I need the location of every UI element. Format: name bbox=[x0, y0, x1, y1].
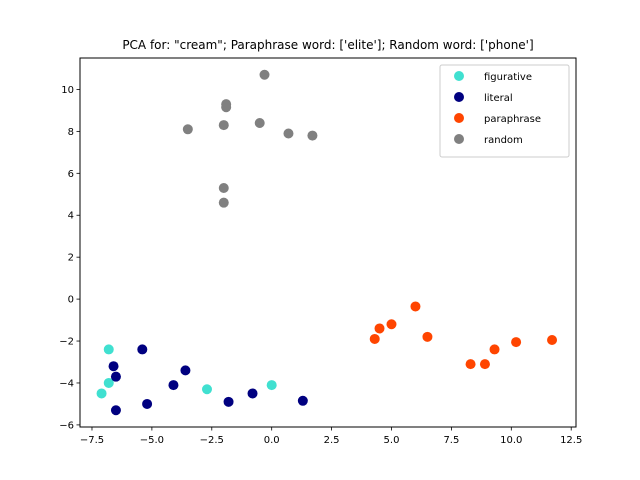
chart-title: PCA for: "cream"; Paraphrase word: ['eli… bbox=[122, 38, 533, 52]
point-literal bbox=[108, 361, 119, 372]
point-paraphrase bbox=[410, 301, 421, 312]
point-random bbox=[218, 120, 229, 131]
point-paraphrase bbox=[465, 359, 476, 370]
point-random bbox=[307, 130, 318, 141]
point-literal bbox=[110, 371, 121, 382]
y-tick-label: 4 bbox=[68, 211, 74, 222]
point-figurative bbox=[103, 377, 114, 388]
x-tick-label: −5.0 bbox=[140, 435, 164, 446]
point-random bbox=[221, 102, 232, 113]
point-literal bbox=[247, 388, 258, 399]
plot-frame bbox=[79, 57, 577, 428]
x-tick-label: 0.0 bbox=[264, 435, 280, 446]
point-paraphrase bbox=[369, 333, 380, 344]
x-tick-label: 5.0 bbox=[384, 435, 400, 446]
point-literal bbox=[168, 380, 179, 391]
y-tick-label: −4 bbox=[59, 378, 74, 389]
legend-label-figurative: figurative bbox=[484, 72, 532, 83]
legend-label-random: random bbox=[484, 135, 523, 146]
y-axis: −6 −4 −2 0 2 4 6 8 10 bbox=[59, 85, 80, 431]
point-random bbox=[254, 117, 265, 128]
point-figurative bbox=[266, 380, 277, 391]
y-tick-label: 2 bbox=[68, 253, 74, 264]
y-tick-label: 8 bbox=[68, 127, 74, 138]
y-tick-label: 10 bbox=[61, 85, 74, 96]
point-literal bbox=[137, 344, 148, 355]
point-paraphrase bbox=[422, 331, 433, 342]
legend-marker-random bbox=[454, 134, 464, 144]
point-literal bbox=[110, 405, 121, 416]
y-tick-label: −2 bbox=[59, 337, 74, 348]
point-paraphrase bbox=[386, 319, 397, 330]
point-random bbox=[218, 182, 229, 193]
legend-label-literal: literal bbox=[484, 93, 513, 104]
point-literal bbox=[223, 396, 234, 407]
legend-marker-figurative bbox=[454, 71, 464, 81]
legend-marker-literal bbox=[454, 92, 464, 102]
point-paraphrase bbox=[511, 337, 522, 348]
point-paraphrase bbox=[479, 359, 490, 370]
point-random bbox=[283, 128, 294, 139]
x-tick-label: 7.5 bbox=[443, 435, 459, 446]
point-paraphrase bbox=[489, 344, 500, 355]
point-figurative bbox=[103, 344, 114, 355]
point-literal bbox=[297, 395, 308, 406]
x-tick-label: 10.0 bbox=[500, 435, 522, 446]
x-tick-label: 2.5 bbox=[324, 435, 340, 446]
point-figurative bbox=[96, 388, 107, 399]
data-points bbox=[96, 69, 558, 416]
point-paraphrase bbox=[374, 323, 385, 334]
y-tick-label: 0 bbox=[68, 295, 74, 306]
point-literal bbox=[180, 365, 191, 376]
point-literal bbox=[142, 398, 153, 409]
legend-label-paraphrase: paraphrase bbox=[484, 114, 541, 125]
legend: figurative literal paraphrase random bbox=[439, 64, 570, 158]
legend-marker-paraphrase bbox=[454, 113, 464, 123]
y-tick-label: −6 bbox=[59, 420, 74, 431]
point-random bbox=[182, 124, 193, 135]
point-random bbox=[218, 197, 229, 208]
y-tick-label: 6 bbox=[68, 169, 74, 180]
legend-box bbox=[439, 64, 570, 158]
x-tick-label: −2.5 bbox=[200, 435, 224, 446]
x-axis: −7.5 −5.0 −2.5 0.0 2.5 5.0 7.5 10.0 12.5 bbox=[80, 427, 582, 446]
point-figurative bbox=[201, 384, 212, 395]
point-paraphrase bbox=[547, 334, 558, 345]
point-random bbox=[259, 69, 270, 80]
x-tick-label: −7.5 bbox=[80, 435, 104, 446]
x-tick-label: 12.5 bbox=[560, 435, 582, 446]
